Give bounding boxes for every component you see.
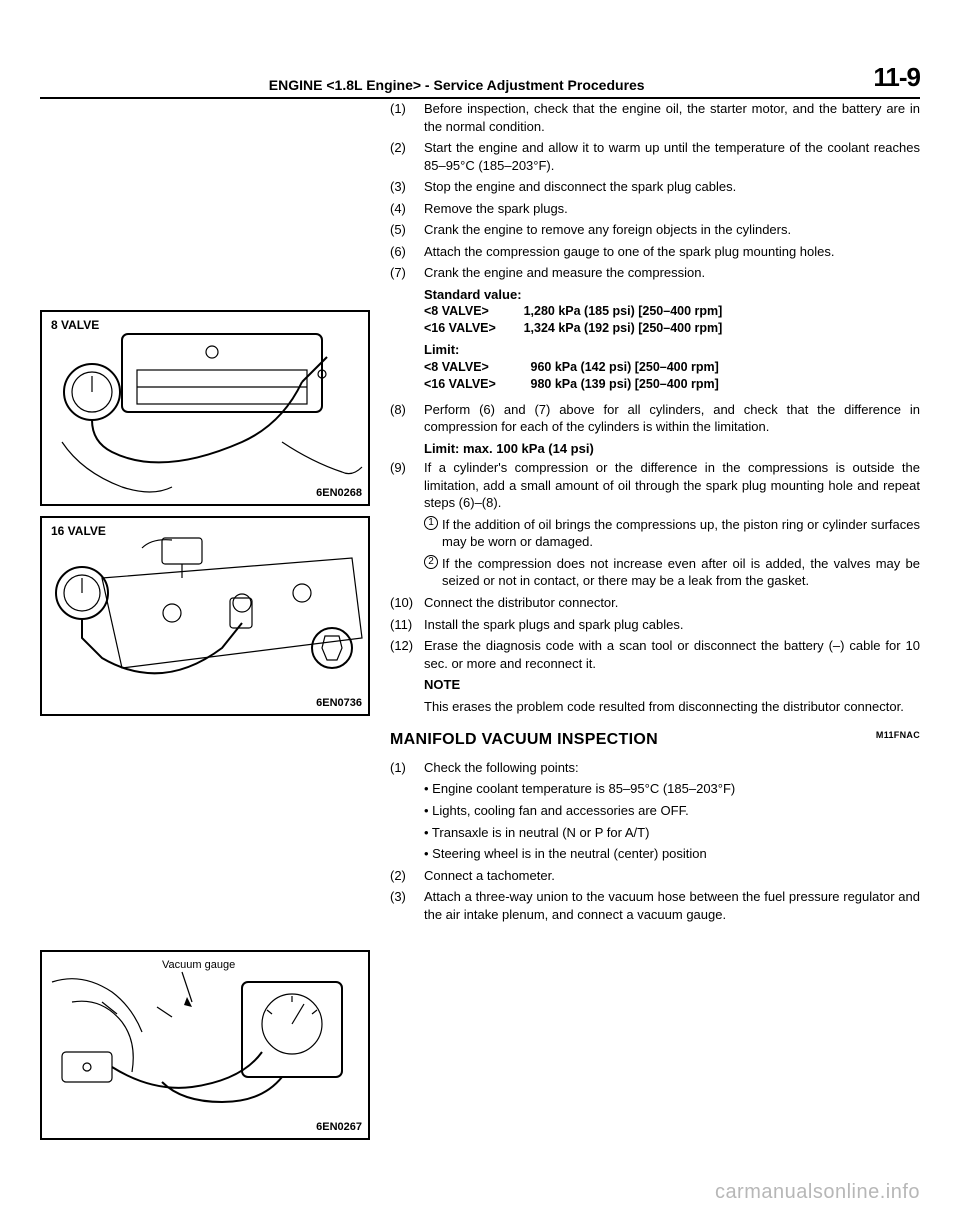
limit-line: Limit: max. 100 kPa (14 psi) (424, 440, 920, 458)
circle-2-icon: 2 (424, 555, 438, 569)
watermark: carmanualsonline.info (715, 1179, 920, 1206)
spec-line: <16 VALVE> 1,324 kPa (192 psi) [250–400 … (424, 320, 920, 337)
text-column: (1)Before inspection, check that the eng… (390, 100, 920, 927)
figure-label: Vacuum gauge (162, 958, 235, 973)
step-7: (7)Crank the engine and measure the comp… (390, 264, 920, 282)
step-4: (4)Remove the spark plugs. (390, 200, 920, 218)
manifold-bullet: • Lights, cooling fan and accessories ar… (424, 802, 920, 820)
circle-1-icon: 1 (424, 516, 438, 530)
step-5: (5)Crank the engine to remove any foreig… (390, 221, 920, 239)
figure-16-valve-drawing (42, 518, 372, 718)
step-12: (12)Erase the diagnosis code with a scan… (390, 637, 920, 672)
step-9: (9)If a cylinder's compression or the di… (390, 459, 920, 512)
manifold-bullet: • Transaxle is in neutral (N or P for A/… (424, 824, 920, 842)
figure-16-valve: 16 VALVE 6EN0736 (40, 516, 370, 716)
step-8: (8)Perform (6) and (7) above for all cyl… (390, 401, 920, 436)
section-code: M11FNAC (876, 729, 920, 741)
figure-label: 16 VALVE (48, 522, 109, 540)
manifold-title: MANIFOLD VACUUM INSPECTION M11FNAC (390, 729, 920, 751)
manifold-step-3: (3)Attach a three-way union to the vacuu… (390, 888, 920, 923)
figure-vacuum-gauge: Vacuum gauge 6EN0267 (40, 950, 370, 1140)
figure-label: 8 VALVE (48, 316, 102, 334)
note-label: NOTE (424, 676, 920, 694)
figure-vacuum-drawing (42, 952, 372, 1142)
step-10: (10)Connect the distributor connector. (390, 594, 920, 612)
figure-8-valve-drawing (42, 312, 372, 508)
figure-code: 6EN0268 (316, 486, 362, 501)
spec-line: <8 VALVE> 960 kPa (142 psi) [250–400 rpm… (424, 359, 920, 376)
spec-title: Standard value: (424, 286, 920, 304)
step-3: (3)Stop the engine and disconnect the sp… (390, 178, 920, 196)
standard-value-block: Standard value: <8 VALVE> 1,280 kPa (185… (424, 286, 920, 393)
spec-line: <16 VALVE> 980 kPa (139 psi) [250–400 rp… (424, 376, 920, 393)
manifold-bullet: • Steering wheel is in the neutral (cent… (424, 845, 920, 863)
limit-label: Limit: (424, 341, 920, 359)
figure-8-valve: 8 VALVE 6EN0268 (40, 310, 370, 506)
note-body: This erases the problem code resulted fr… (424, 698, 920, 716)
manifold-step-1: (1)Check the following points: (390, 759, 920, 777)
spec-line: <8 VALVE> 1,280 kPa (185 psi) [250–400 r… (424, 303, 920, 320)
manifold-bullet: • Engine coolant temperature is 85–95°C … (424, 780, 920, 798)
header-title: ENGINE <1.8L Engine> - Service Adjustmen… (40, 76, 873, 95)
step-6: (6)Attach the compression gauge to one o… (390, 243, 920, 261)
step-9-sub1: 1If the addition of oil brings the compr… (424, 516, 920, 551)
step-11: (11)Install the spark plugs and spark pl… (390, 616, 920, 634)
page-content: 8 VALVE 6EN0268 16 VALVE (40, 100, 920, 1174)
figure-code: 6EN0736 (316, 696, 362, 711)
page-number: 11-9 (873, 60, 920, 95)
manifold-step-2: (2)Connect a tachometer. (390, 867, 920, 885)
step-2: (2)Start the engine and allow it to warm… (390, 139, 920, 174)
step-1: (1)Before inspection, check that the eng… (390, 100, 920, 135)
page-header: ENGINE <1.8L Engine> - Service Adjustmen… (40, 60, 920, 99)
figure-code: 6EN0267 (316, 1120, 362, 1135)
step-9-sub2: 2If the compression does not increase ev… (424, 555, 920, 590)
